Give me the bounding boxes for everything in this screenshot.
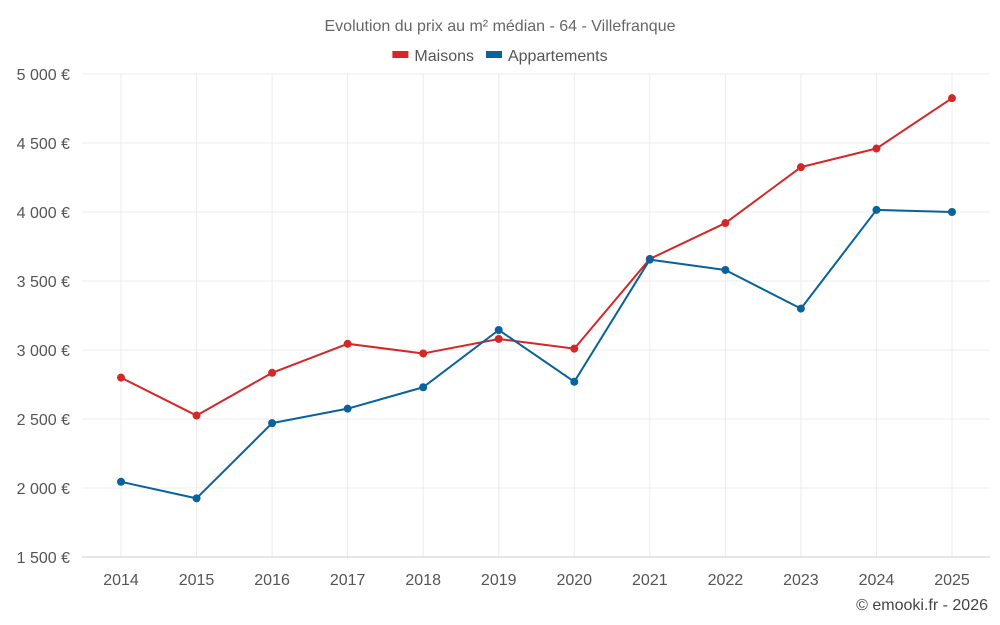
- data-point-appartements[interactable]: [872, 205, 881, 214]
- y-tick-label: 5 000 €: [17, 67, 70, 84]
- x-tick-label: 2021: [632, 572, 668, 589]
- x-tick-label: 2022: [708, 572, 744, 589]
- data-point-appartements[interactable]: [268, 419, 277, 428]
- data-point-appartements[interactable]: [343, 404, 352, 413]
- y-axis: 5 000 € 4 500 € 4 000 € 3 500 € 3 000 € 2 500…: [17, 67, 70, 567]
- data-point-appartements[interactable]: [796, 304, 805, 313]
- data-point-appartements[interactable]: [570, 377, 579, 386]
- x-tick-label: 2025: [934, 572, 970, 589]
- data-point-maisons[interactable]: [192, 411, 201, 420]
- legend-item-maisons[interactable]: Maisons: [392, 48, 474, 65]
- legend-swatch: [392, 51, 409, 58]
- data-point-maisons[interactable]: [796, 163, 805, 172]
- data-point-maisons[interactable]: [570, 344, 579, 353]
- x-tick-label: 2018: [405, 572, 441, 589]
- data-point-appartements[interactable]: [192, 494, 201, 503]
- legend-label: Appartements: [508, 48, 608, 65]
- series-group: [117, 94, 956, 503]
- data-point-maisons[interactable]: [872, 144, 881, 153]
- y-tick-label: 2 000 €: [17, 481, 70, 498]
- x-tick-label: 2017: [330, 572, 366, 589]
- x-axis: 2014 2015 2016 2017 2018 2019 2020 2021 2022 2023…: [82, 556, 990, 589]
- data-point-appartements[interactable]: [494, 325, 503, 334]
- data-point-appartements[interactable]: [721, 265, 730, 274]
- credit-text: © emooki.fr - 2026: [856, 597, 988, 614]
- data-point-maisons[interactable]: [494, 334, 503, 343]
- y-tick-label: 3 000 €: [17, 343, 70, 360]
- series-line-maisons: [120, 97, 953, 417]
- x-tick-label: 2016: [254, 572, 290, 589]
- x-tick-label: 2019: [481, 572, 517, 589]
- legend-swatch: [485, 51, 502, 58]
- data-point-maisons[interactable]: [721, 219, 730, 228]
- data-point-maisons[interactable]: [948, 94, 956, 103]
- x-tick-label: 2024: [859, 572, 895, 589]
- data-point-maisons[interactable]: [117, 373, 125, 382]
- chart-title: Evolution du prix au m² médian - 64 - Vi…: [325, 18, 676, 35]
- data-point-maisons[interactable]: [419, 349, 428, 358]
- data-point-appartements[interactable]: [419, 383, 428, 392]
- legend: Maisons Appartements: [392, 48, 608, 65]
- y-tick-label: 4 000 €: [17, 205, 70, 222]
- legend-label: Maisons: [414, 48, 474, 65]
- data-point-maisons[interactable]: [343, 339, 352, 348]
- data-point-appartements[interactable]: [117, 477, 125, 486]
- data-point-maisons[interactable]: [268, 368, 277, 377]
- x-tick-label: 2015: [179, 572, 215, 589]
- series-line-appartements: [120, 208, 953, 500]
- grid: [82, 73, 990, 558]
- y-tick-label: 3 500 €: [17, 274, 70, 291]
- y-tick-label: 1 500 €: [17, 550, 70, 567]
- legend-item-appartements[interactable]: Appartements: [485, 48, 608, 65]
- x-tick-label: 2023: [783, 572, 819, 589]
- y-tick-label: 4 500 €: [17, 136, 70, 153]
- data-point-appartements[interactable]: [645, 255, 654, 264]
- data-point-appartements[interactable]: [948, 208, 956, 216]
- y-tick-label: 2 500 €: [17, 412, 70, 429]
- x-tick-label: 2014: [103, 572, 139, 589]
- x-tick-label: 2020: [556, 572, 592, 589]
